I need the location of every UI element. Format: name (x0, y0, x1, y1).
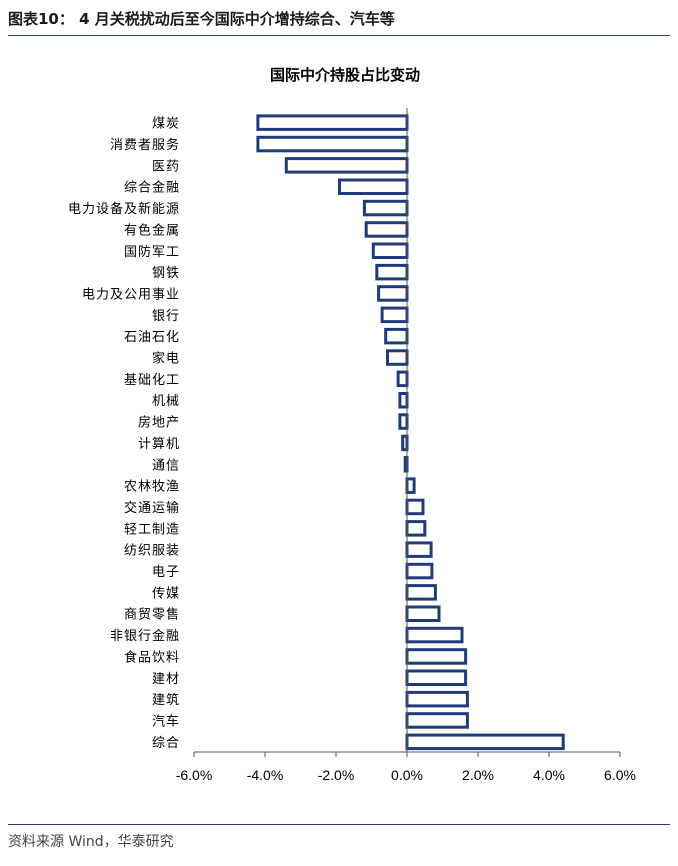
bar-农林牧渔 (405, 477, 416, 494)
bar-煤炭 (256, 114, 409, 131)
bar-机械 (398, 392, 409, 409)
category-label: 基础化工 (124, 373, 180, 388)
category-label: 建材 (152, 672, 180, 687)
bar-交通运输 (405, 498, 425, 516)
bar-有色金属 (364, 221, 409, 238)
category-label: 消费者服务 (110, 137, 180, 153)
bar-电力设备及新能源 (362, 199, 409, 217)
bar-建材 (405, 669, 468, 686)
category-label: 纺织服装 (124, 544, 180, 559)
category-label: 综合 (152, 736, 180, 751)
bar-综合金融 (338, 178, 409, 195)
category-label: 轻工制造 (124, 522, 180, 537)
category-label: 电力设备及新能源 (68, 201, 180, 217)
bar-石油石化 (384, 327, 409, 345)
category-label: 银行 (152, 309, 180, 324)
category-label: 食品饮料 (124, 649, 180, 665)
bar-消费者服务 (256, 135, 409, 153)
bar-传媒 (405, 584, 437, 601)
figure-title: 图表10： 4 月关税扰动后至今国际中介增持综合、汽车等 (8, 10, 395, 28)
bar-银行 (380, 306, 409, 324)
category-label: 钢铁 (152, 266, 180, 281)
category-label: 机械 (152, 394, 180, 409)
category-label: 综合金融 (124, 180, 180, 196)
category-label: 农林牧渔 (124, 480, 180, 495)
x-tick-label: -6.0% (176, 767, 213, 783)
bar-医药 (284, 157, 409, 174)
bar-食品饮料 (405, 648, 468, 665)
x-tick-label: 4.0% (533, 767, 565, 783)
x-tick-label: 0.0% (391, 767, 423, 783)
category-label: 国防军工 (124, 244, 180, 260)
x-tick-label: 6.0% (604, 767, 636, 783)
x-tick-label: -4.0% (247, 767, 284, 783)
category-label: 电子 (152, 565, 180, 580)
bar-建筑 (405, 690, 469, 708)
category-label: 电力及公用事业 (82, 288, 180, 303)
bar-基础化工 (396, 370, 409, 388)
chart-title: 国际中介持股占比变动 (270, 66, 420, 84)
bar-商贸零售 (405, 605, 441, 622)
bar-计算机 (401, 434, 409, 452)
bar-电子 (405, 562, 434, 580)
category-label: 房地产 (138, 415, 180, 431)
bar-电力及公用事业 (377, 285, 409, 302)
bar-非银行金融 (405, 626, 464, 644)
x-axis: -6.0% -4.0% -2.0% 0.0% 2.0% 4.0% 6.0% (176, 108, 636, 783)
top-rule (8, 35, 670, 36)
bar-纺织服装 (405, 541, 433, 558)
source-note: 资料来源 Wind，华泰研究 (8, 834, 174, 850)
bar-汽车 (405, 712, 469, 729)
bar-钢铁 (375, 263, 409, 281)
bar-国防军工 (371, 242, 409, 259)
category-label: 商贸零售 (124, 607, 180, 623)
bar-房地产 (398, 413, 409, 430)
bottom-rule (8, 824, 670, 825)
category-label: 计算机 (138, 437, 180, 452)
category-label: 交通运输 (124, 500, 180, 516)
category-label: 煤炭 (152, 117, 180, 132)
category-label: 非银行金融 (110, 628, 180, 644)
x-tick-label: 2.0% (462, 767, 494, 783)
category-label: 传媒 (152, 586, 180, 601)
category-label: 石油石化 (124, 330, 180, 345)
category-label: 家电 (152, 351, 180, 367)
category-label: 建筑 (152, 692, 180, 708)
bar-综合 (405, 733, 565, 751)
category-label: 有色金属 (124, 222, 180, 238)
x-tick-label: -2.0% (318, 767, 355, 783)
category-label: 汽车 (152, 714, 180, 730)
category-labels: 煤炭消费者服务医药综合金融电力设备及新能源有色金属国防军工钢铁电力及公用事业银行… (68, 117, 180, 751)
category-label: 通信 (152, 458, 180, 473)
bars (256, 114, 565, 751)
category-label: 医药 (152, 159, 180, 174)
bar-轻工制造 (405, 520, 427, 537)
bar-家电 (386, 349, 409, 366)
